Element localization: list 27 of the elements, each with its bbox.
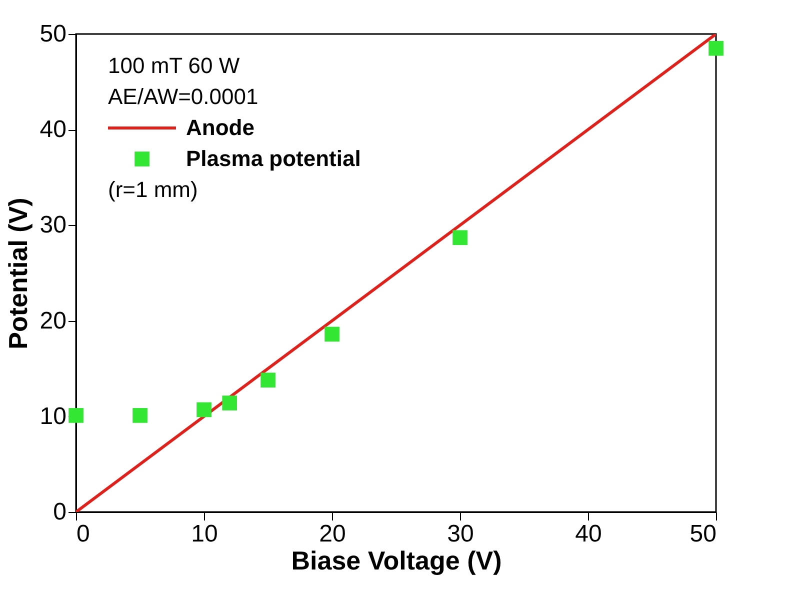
y-tick-label: 30 [40,212,66,239]
annotation: (r=1 mm) [108,177,198,202]
x-tick-label: 50 [690,520,716,548]
x-tick-label: 30 [447,520,474,548]
point [222,396,238,410]
x-tick-label: 0 [76,520,90,548]
point [452,230,468,246]
legend-label: Plasma potential [186,146,361,171]
y-tick-label: 0 [53,498,66,526]
point [196,402,212,418]
annotation: AE/AW=0.0001 [108,84,258,109]
y-tick-label: 20 [40,307,66,334]
point [324,326,340,342]
legend-label: Anode [186,115,254,140]
annotation: 100 mT 60 W [108,53,240,78]
x-axis-title: Biase Voltage (V) [291,546,502,576]
y-tick-label: 10 [40,402,66,430]
point [260,372,276,388]
y-axis-title: Potential (V) [2,198,33,350]
x-tick-label: 10 [191,520,218,548]
point [708,40,724,56]
x-tick-label: 20 [319,520,346,548]
x-tick-label: 40 [575,520,602,548]
point [68,408,84,423]
y-tick-label: 40 [40,116,66,144]
point [132,408,148,423]
y-tick-label: 50 [40,20,66,48]
